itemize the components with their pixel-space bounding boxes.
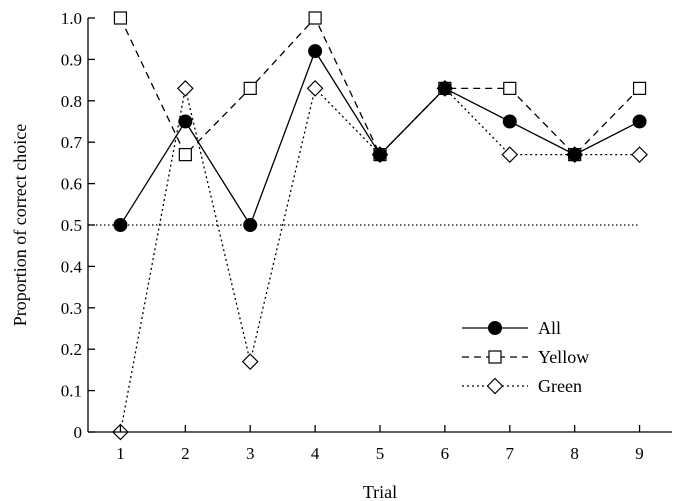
legend-marker-yellow bbox=[488, 350, 502, 364]
data-point-all bbox=[373, 147, 387, 162]
data-point-green bbox=[306, 80, 324, 97]
data-point-yellow bbox=[178, 148, 192, 162]
data-point-all bbox=[632, 114, 647, 129]
data-point-yellow bbox=[632, 81, 647, 95]
data-point-yellow bbox=[308, 11, 322, 25]
legend-marker-all bbox=[488, 321, 502, 335]
data-point-all bbox=[567, 147, 582, 162]
data-point-yellow bbox=[113, 11, 128, 25]
x-tick-label: 3 bbox=[246, 444, 255, 463]
data-point-yellow bbox=[503, 81, 517, 95]
legend-marker-green bbox=[486, 377, 504, 395]
x-tick-label: 1 bbox=[116, 444, 125, 463]
y-tick-label: 0 bbox=[74, 423, 83, 442]
x-tick-label: 9 bbox=[635, 444, 644, 463]
x-axis-label: Trial bbox=[363, 482, 397, 501]
y-axis-label: Proportion of correct choice bbox=[10, 124, 30, 326]
x-tick-label: 2 bbox=[181, 444, 190, 463]
y-tick-label: 0.5 bbox=[61, 216, 82, 235]
data-point-all bbox=[178, 114, 193, 129]
data-point-all bbox=[308, 44, 323, 59]
legend-label-green: Green bbox=[538, 376, 582, 396]
data-point-green bbox=[176, 80, 194, 97]
data-point-all bbox=[243, 218, 258, 232]
data-point-all bbox=[113, 218, 128, 232]
data-point-yellow bbox=[243, 81, 257, 95]
x-tick-label: 8 bbox=[570, 444, 579, 463]
legend: All Yellow Green bbox=[462, 318, 589, 396]
series-line-yellow bbox=[119, 16, 641, 156]
series-markers bbox=[112, 11, 648, 441]
y-tick-label: 1.0 bbox=[61, 9, 82, 28]
legend-label-all: All bbox=[538, 318, 561, 338]
x-tick-label: 4 bbox=[311, 444, 320, 463]
x-tick-label: 5 bbox=[376, 444, 385, 463]
y-tick-label: 0.9 bbox=[61, 50, 82, 69]
y-tick-label: 0.3 bbox=[61, 299, 82, 318]
y-tick-label: 0.4 bbox=[61, 257, 83, 276]
y-tick-label: 0.2 bbox=[61, 340, 82, 359]
axes: 0 0.1 0.2 0.3 0.4 0.5 0.6 0.7 0.8 0.9 1.0 1 2 3 4 5 6 7 8 9 bbox=[61, 9, 672, 463]
y-tick-label: 0.1 bbox=[61, 382, 82, 401]
y-tick-label: 0.8 bbox=[61, 92, 82, 111]
x-tick-label: 6 bbox=[441, 444, 450, 463]
x-tick-label: 7 bbox=[506, 444, 515, 463]
y-tick-label: 0.7 bbox=[61, 133, 83, 152]
data-point-green bbox=[501, 146, 519, 163]
series-line-all bbox=[119, 49, 640, 227]
data-point-all bbox=[437, 81, 452, 96]
y-tick-label: 0.6 bbox=[61, 175, 82, 194]
data-point-green bbox=[631, 146, 648, 163]
data-point-green bbox=[241, 353, 259, 370]
legend-label-yellow: Yellow bbox=[538, 347, 589, 367]
data-point-all bbox=[502, 114, 517, 129]
